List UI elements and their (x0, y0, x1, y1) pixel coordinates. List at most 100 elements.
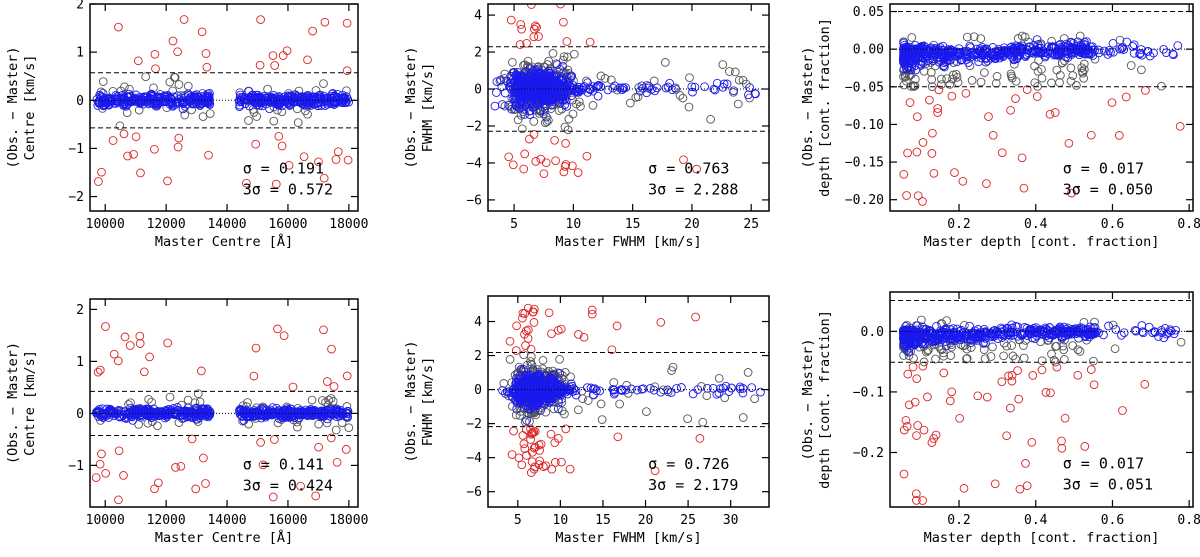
kept-point (1145, 51, 1155, 61)
rejected-point (542, 117, 552, 127)
kept-point (931, 44, 940, 53)
rejected-point (120, 82, 129, 92)
kept-point (526, 106, 535, 116)
kept-point (536, 391, 546, 400)
clipped-point (903, 148, 912, 158)
rejected-point (675, 91, 685, 100)
clipped-point (973, 391, 983, 401)
kept-point (918, 58, 928, 68)
clipped-point (135, 331, 145, 341)
kept-point (900, 49, 910, 58)
kept-point (492, 88, 501, 97)
clipped-point (918, 496, 927, 505)
kept-point (526, 396, 535, 406)
kept-point (976, 331, 985, 341)
kept-point (619, 83, 629, 93)
clipped-point (1057, 436, 1066, 446)
kept-point (952, 57, 962, 67)
kept-point (590, 384, 600, 394)
kept-point (526, 370, 536, 380)
rejected-point (988, 342, 997, 352)
kept-point (974, 332, 984, 341)
rejected-point (1078, 67, 1087, 76)
kept-point (580, 82, 589, 91)
kept-point (928, 333, 937, 343)
clipped-point (274, 131, 284, 141)
clipped-point (1060, 413, 1070, 423)
rejected-point (1110, 344, 1120, 354)
kept-point (1071, 324, 1081, 333)
clipped-point (187, 434, 197, 444)
points (498, 303, 765, 477)
clipped-point (197, 27, 207, 37)
clipped-point (171, 463, 180, 472)
rejected-point (526, 352, 536, 361)
kept-point (335, 405, 345, 415)
kept-point (181, 406, 190, 416)
kept-point (502, 76, 511, 86)
kept-point (578, 83, 588, 92)
kept-point (677, 383, 686, 392)
x-tick-label: 0.4 (1024, 513, 1048, 528)
rejected-point (962, 32, 972, 42)
rejected-point (563, 125, 573, 135)
y-tick-label: 0.00 (853, 43, 884, 58)
kept-point (196, 404, 206, 414)
kept-point (953, 48, 963, 58)
kept-point (516, 365, 526, 374)
rejected-point (1079, 317, 1089, 327)
clipped-point (114, 22, 123, 32)
x-tick-label: 10000 (86, 513, 125, 528)
kept-point (192, 94, 201, 104)
clipped-point (535, 446, 544, 455)
kept-point (935, 330, 945, 340)
clipped-point (934, 85, 944, 95)
rejected-point (596, 399, 606, 409)
kept-point (1108, 38, 1118, 48)
clipped-point (1021, 459, 1030, 468)
clipped-point (201, 479, 210, 488)
clipped-point (997, 148, 1007, 158)
plot-frame (889, 291, 1194, 508)
clipped-point (905, 98, 915, 107)
clipped-point (204, 150, 213, 160)
kept-point (553, 404, 563, 414)
clipped-point (1052, 362, 1062, 372)
kept-point (315, 92, 324, 102)
x-tick-label: 0.6 (1101, 513, 1124, 528)
kept-point (688, 87, 697, 97)
kept-point (549, 370, 559, 380)
rejected-point (198, 112, 208, 121)
kept-point (1111, 325, 1121, 334)
rejected-point (514, 362, 524, 372)
rejected-point (714, 373, 724, 383)
rejected-point (193, 389, 203, 399)
kept-point (1104, 46, 1114, 55)
three-sigma-annotation: 3σ = 2.288 (648, 181, 738, 199)
rejected-point (1079, 65, 1089, 74)
kept-point (192, 99, 201, 109)
clipped-point (311, 491, 321, 501)
rejected-point (517, 124, 527, 134)
rejected-point (1157, 81, 1166, 91)
rejected-point (1066, 63, 1076, 73)
kept-point (131, 95, 141, 105)
rejected-point (948, 74, 957, 84)
kept-point (618, 83, 627, 93)
kept-point (980, 47, 990, 56)
rejected-point (992, 72, 1002, 81)
clipped-point (251, 343, 261, 353)
kept-point (534, 97, 544, 106)
kept-point (514, 84, 523, 94)
panel-row2-centre: 10000 12000 14000 16000 18000 −1 0 1 2 Master Cen… (5, 298, 368, 546)
kept-point (264, 408, 274, 418)
kept-point (145, 407, 154, 417)
rejected-point (660, 58, 670, 67)
rejected-point (252, 112, 262, 121)
x-axis-label: Master FWHM [km/s] (555, 234, 701, 250)
rejected-point (115, 121, 125, 131)
y-axis-label-line1: (Obs. − Master) (403, 47, 419, 169)
kept-point (1041, 324, 1051, 334)
kept-point (308, 411, 317, 421)
rejected-point (1055, 78, 1064, 87)
